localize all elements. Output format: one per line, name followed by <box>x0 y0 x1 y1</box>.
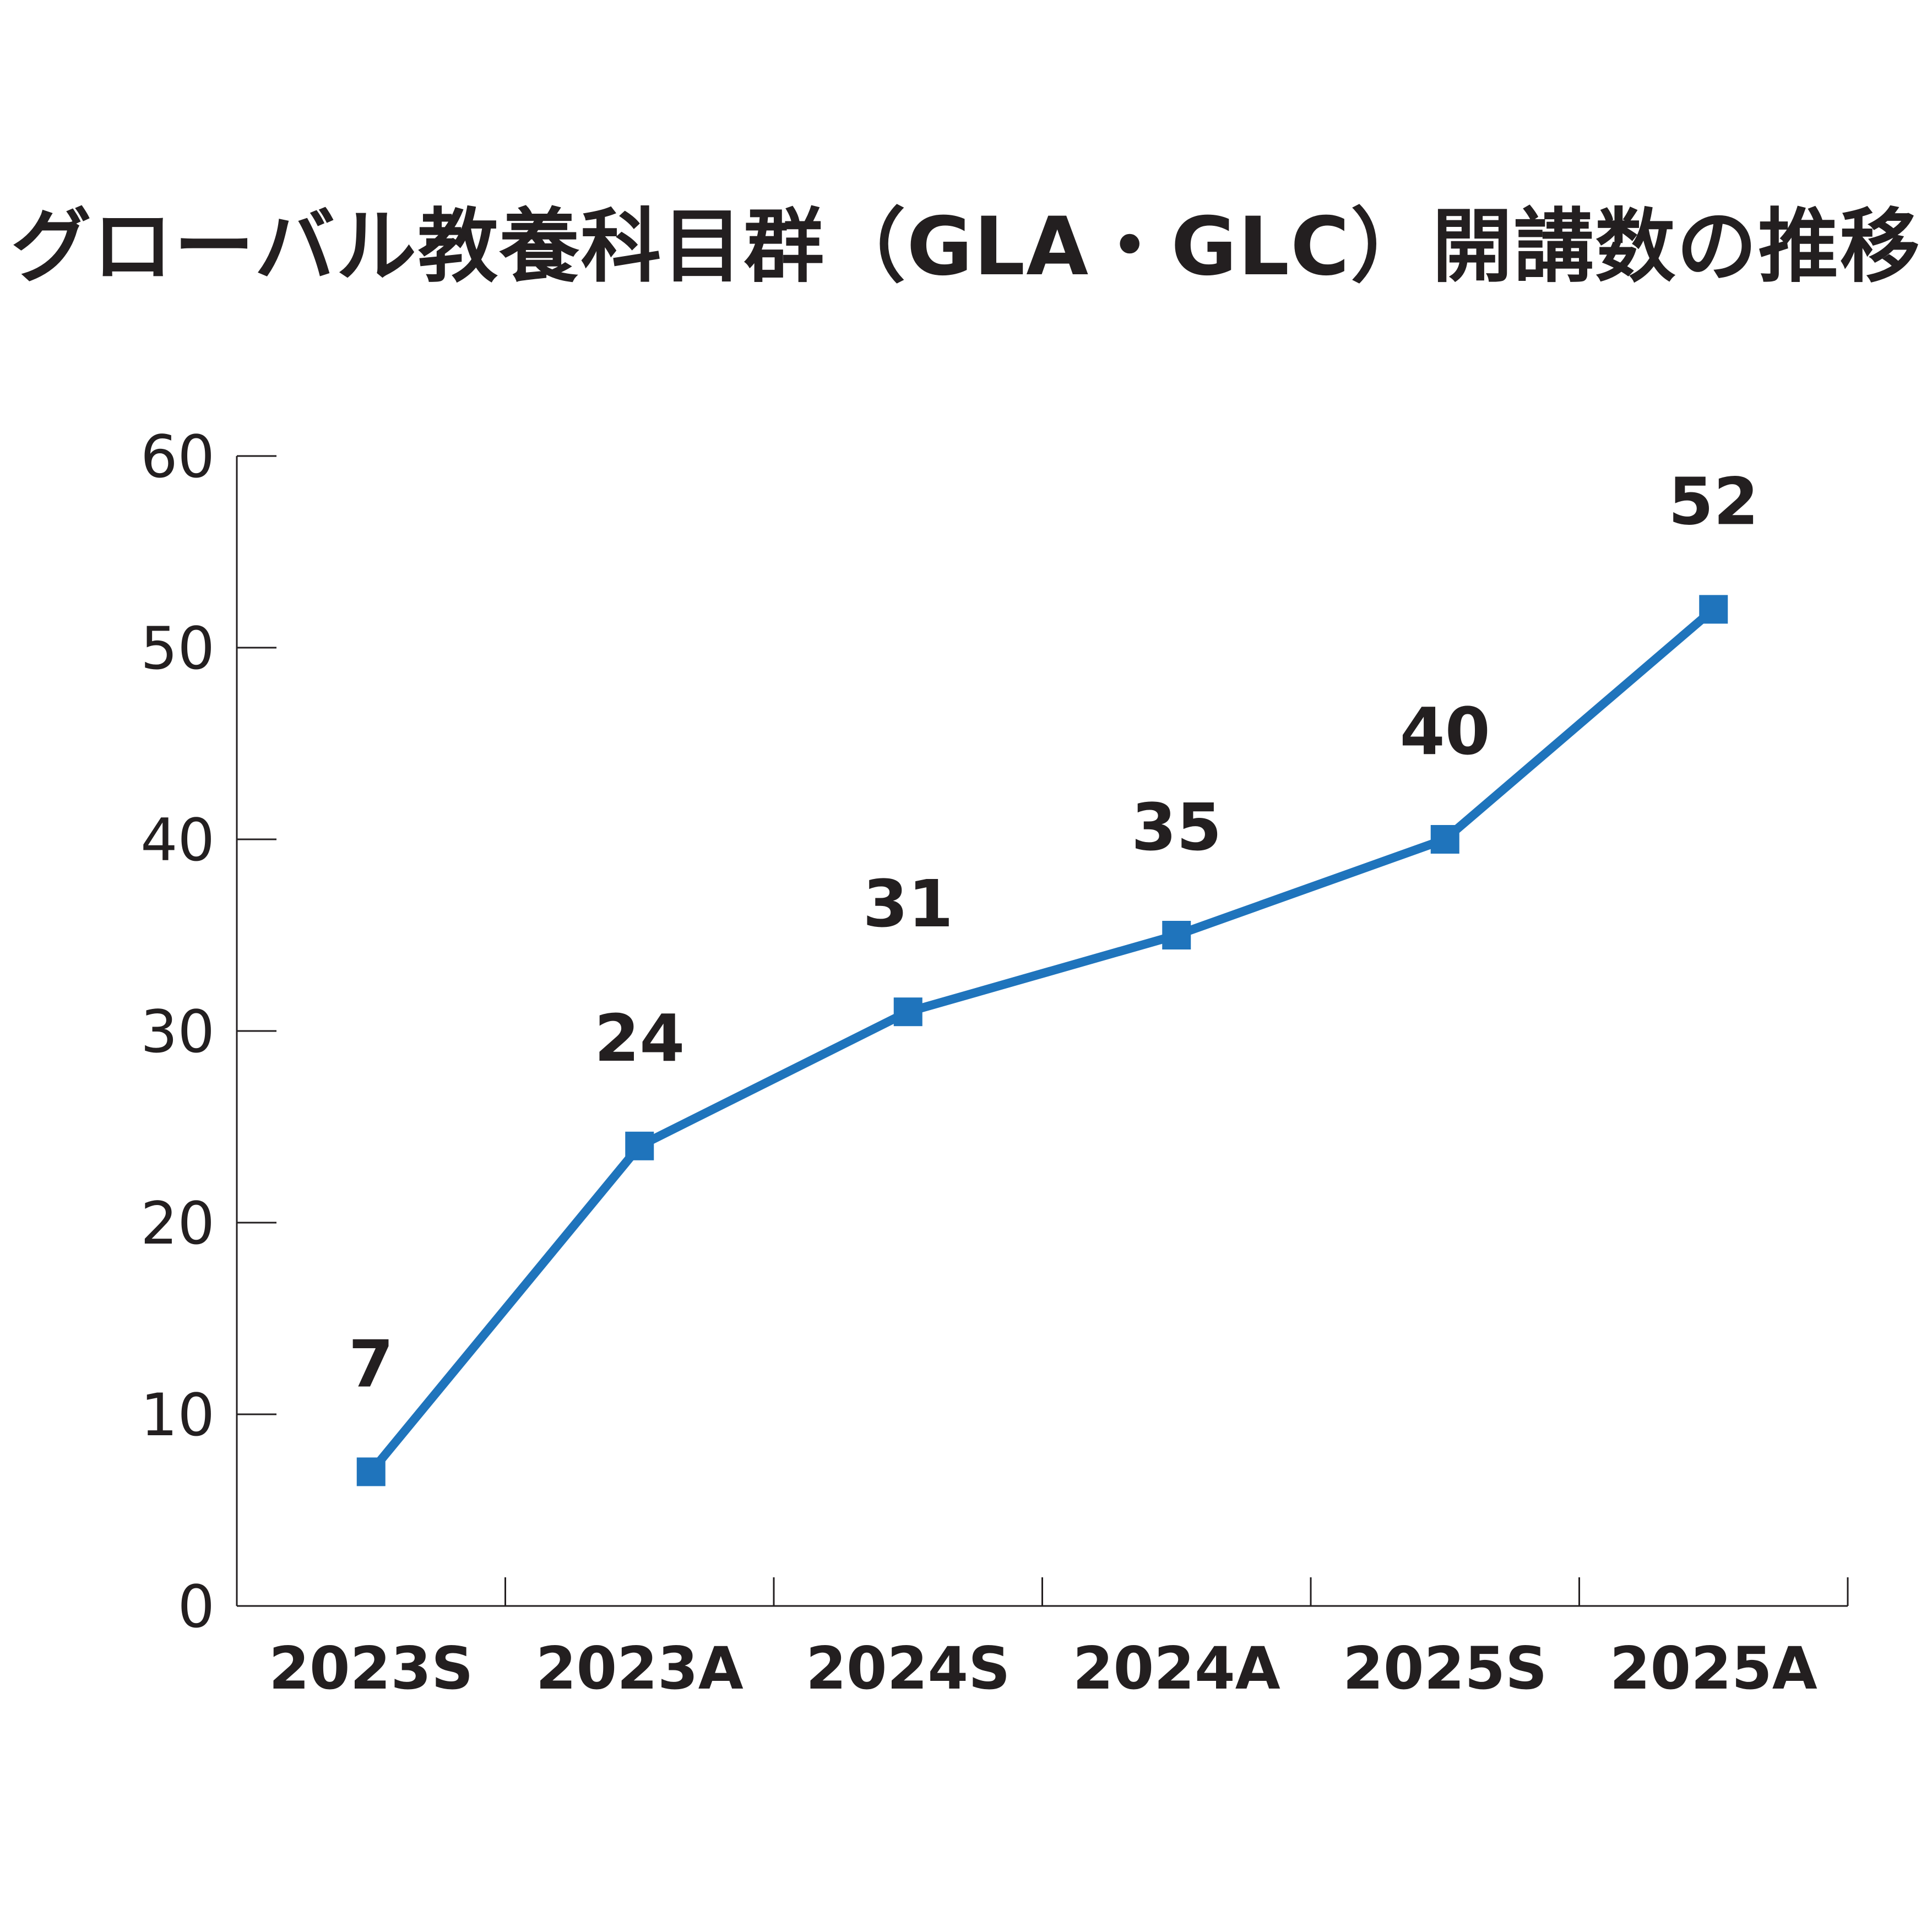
x-tick-label: 2024S <box>806 1635 1010 1702</box>
data-label: 24 <box>594 1000 685 1076</box>
data-label: 40 <box>1400 693 1490 769</box>
axes <box>236 456 1848 1607</box>
x-axis-ticks: 2023S 2023A 2024S 2024A 2025S 2025A <box>269 1577 1849 1702</box>
data-point-marker <box>625 1131 654 1160</box>
data-point-marker <box>1162 921 1191 949</box>
data-point-marker <box>356 1457 386 1486</box>
y-tick-label: 40 <box>140 806 215 874</box>
data-label: 35 <box>1131 789 1222 865</box>
data-label: 31 <box>863 866 953 942</box>
data-labels: 7 24 31 35 40 52 <box>349 463 1759 1402</box>
x-tick-label: 2024A <box>1073 1635 1280 1702</box>
series-line <box>367 606 1717 1475</box>
y-tick-label: 60 <box>140 423 215 491</box>
series-group <box>356 595 1728 1486</box>
data-point-marker <box>1430 825 1459 854</box>
y-tick-label: 30 <box>140 998 215 1066</box>
x-tick-label: 2025A <box>1610 1635 1817 1702</box>
y-tick-label: 50 <box>140 615 215 682</box>
x-tick-label: 2023A <box>536 1635 744 1702</box>
data-point-marker <box>1699 595 1728 624</box>
x-tick-label: 2025S <box>1343 1635 1547 1702</box>
y-tick-label: 0 <box>178 1573 215 1641</box>
y-tick-label: 10 <box>140 1381 215 1449</box>
data-point-marker <box>893 997 922 1027</box>
y-tick-label: 20 <box>140 1190 215 1257</box>
data-label: 7 <box>349 1326 394 1402</box>
y-axis-ticks: 0 10 20 30 40 50 60 <box>140 423 276 1641</box>
chart-title: グローバル教養科目群（GLA・GLC）開講数の推移 <box>10 200 1922 294</box>
data-label: 52 <box>1668 463 1759 539</box>
x-tick-label: 2023S <box>269 1635 473 1702</box>
